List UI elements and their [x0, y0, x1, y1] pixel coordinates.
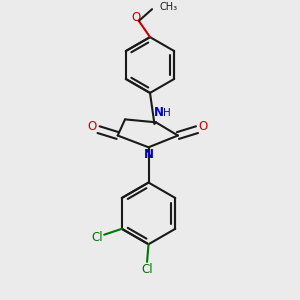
- Text: N: N: [143, 148, 154, 161]
- Text: O: O: [199, 120, 208, 133]
- Text: Cl: Cl: [91, 231, 103, 244]
- Text: N: N: [154, 106, 164, 119]
- Text: CH₃: CH₃: [159, 2, 178, 12]
- Text: O: O: [88, 120, 97, 133]
- Text: H: H: [163, 109, 171, 118]
- Text: O: O: [131, 11, 140, 24]
- Text: Cl: Cl: [141, 263, 153, 276]
